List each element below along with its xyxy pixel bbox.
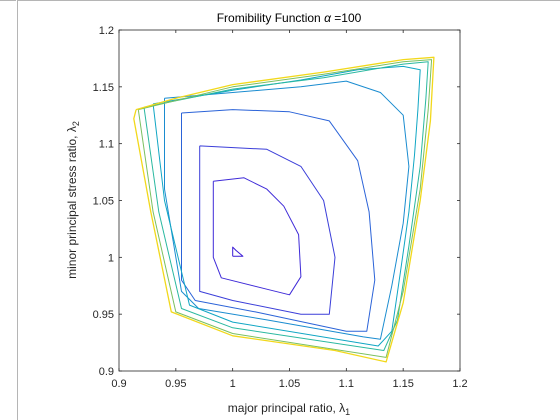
y-tick-label: 1.05 [93,196,114,208]
x-tick-label: 0.9 [111,378,126,390]
x-tick-label: 0.95 [165,378,186,390]
y-tick-label: 1.15 [93,82,114,94]
y-tick-label: 1.2 [99,25,114,37]
x-tick-label: 1.05 [279,378,300,390]
x-tick-label: 1.2 [452,378,467,390]
y-tick-label: 0.9 [99,366,114,378]
contour-line-4 [181,109,376,332]
left-panel-rule [0,0,16,1]
contour-line-5 [164,80,410,340]
plot-area [118,29,461,372]
contour-line-9 [133,56,435,363]
x-tick-label: 1.1 [339,378,354,390]
x-axis-label: major principal ratio, λ1 [228,401,350,417]
x-tick-label: 1.15 [392,378,413,390]
top-divider [17,0,560,1]
y-axis-ticks: 0.9 0.95 1 1.05 1.1 1.15 1.2 [93,25,460,378]
y-tick-label: 0.95 [93,309,114,321]
contour-line-8 [137,59,433,358]
y-tick-label: 1.1 [99,139,114,151]
x-axis-ticks: 0.9 0.95 1 1.05 1.1 1.15 1.2 [111,30,468,390]
y-tick-label: 1 [108,252,114,264]
contour-line-1 [232,246,244,257]
y-axis-label: minor principal stress ratio, λ2 [65,121,81,279]
left-panel-divider [17,0,18,420]
chart-title: Fromibility Function α =100 [217,11,362,25]
contour-line-7 [143,61,429,351]
x-tick-label: 1 [230,378,236,390]
contour-line-2 [212,177,302,296]
contour-line-6 [152,65,421,347]
contour-line-3 [199,145,336,315]
contour-lines [133,56,435,363]
